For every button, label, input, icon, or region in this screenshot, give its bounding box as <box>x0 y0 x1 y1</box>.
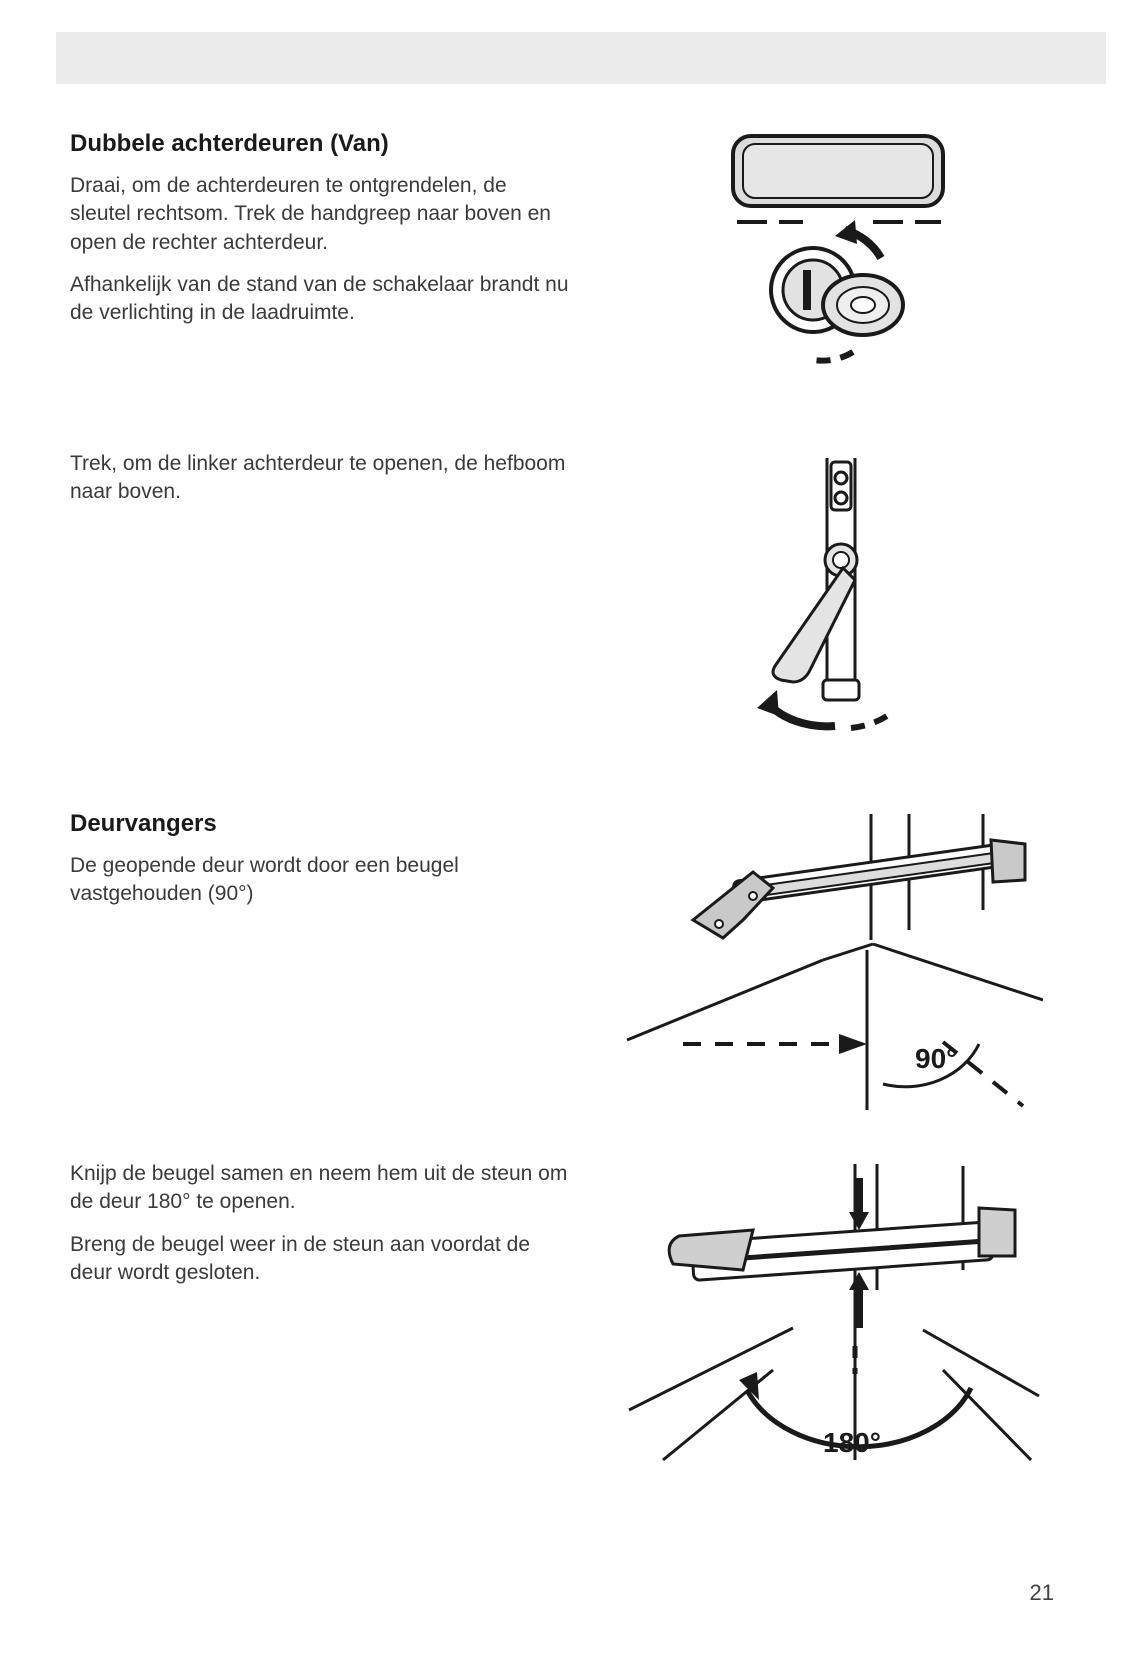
section1-para2: Afhankelijk van de stand van de schakela… <box>70 271 570 328</box>
section1-para3: Trek, om de linker achterdeur te openen,… <box>70 450 570 507</box>
figure-check-strap-180-icon: 180° <box>623 1160 1043 1480</box>
section1-para1: Draai, om de achterdeuren te ontgrendele… <box>70 172 570 257</box>
header-band <box>56 32 1106 84</box>
page-number: 21 <box>1030 1580 1054 1606</box>
figure-lever-icon <box>723 450 943 750</box>
section1-title: Dubbele achterdeuren (Van) <box>70 130 570 158</box>
figure-check-strap-90-icon: 90° <box>623 810 1043 1130</box>
angle-90-label: 90° <box>915 1043 957 1074</box>
section2-title: Deurvangers <box>70 810 570 838</box>
section2-para3: Breng de beugel weer in de steun aan voo… <box>70 1231 570 1288</box>
section2-para1: De geopende deur wordt door een beugel v… <box>70 852 570 909</box>
angle-180-label: 180° <box>823 1427 881 1458</box>
section2-para2: Knijp de beugel samen en neem hem uit de… <box>70 1160 570 1217</box>
page-content: Dubbele achterdeuren (Van) Draai, om de … <box>70 130 1066 1480</box>
figure-key-lock-icon <box>703 130 963 380</box>
